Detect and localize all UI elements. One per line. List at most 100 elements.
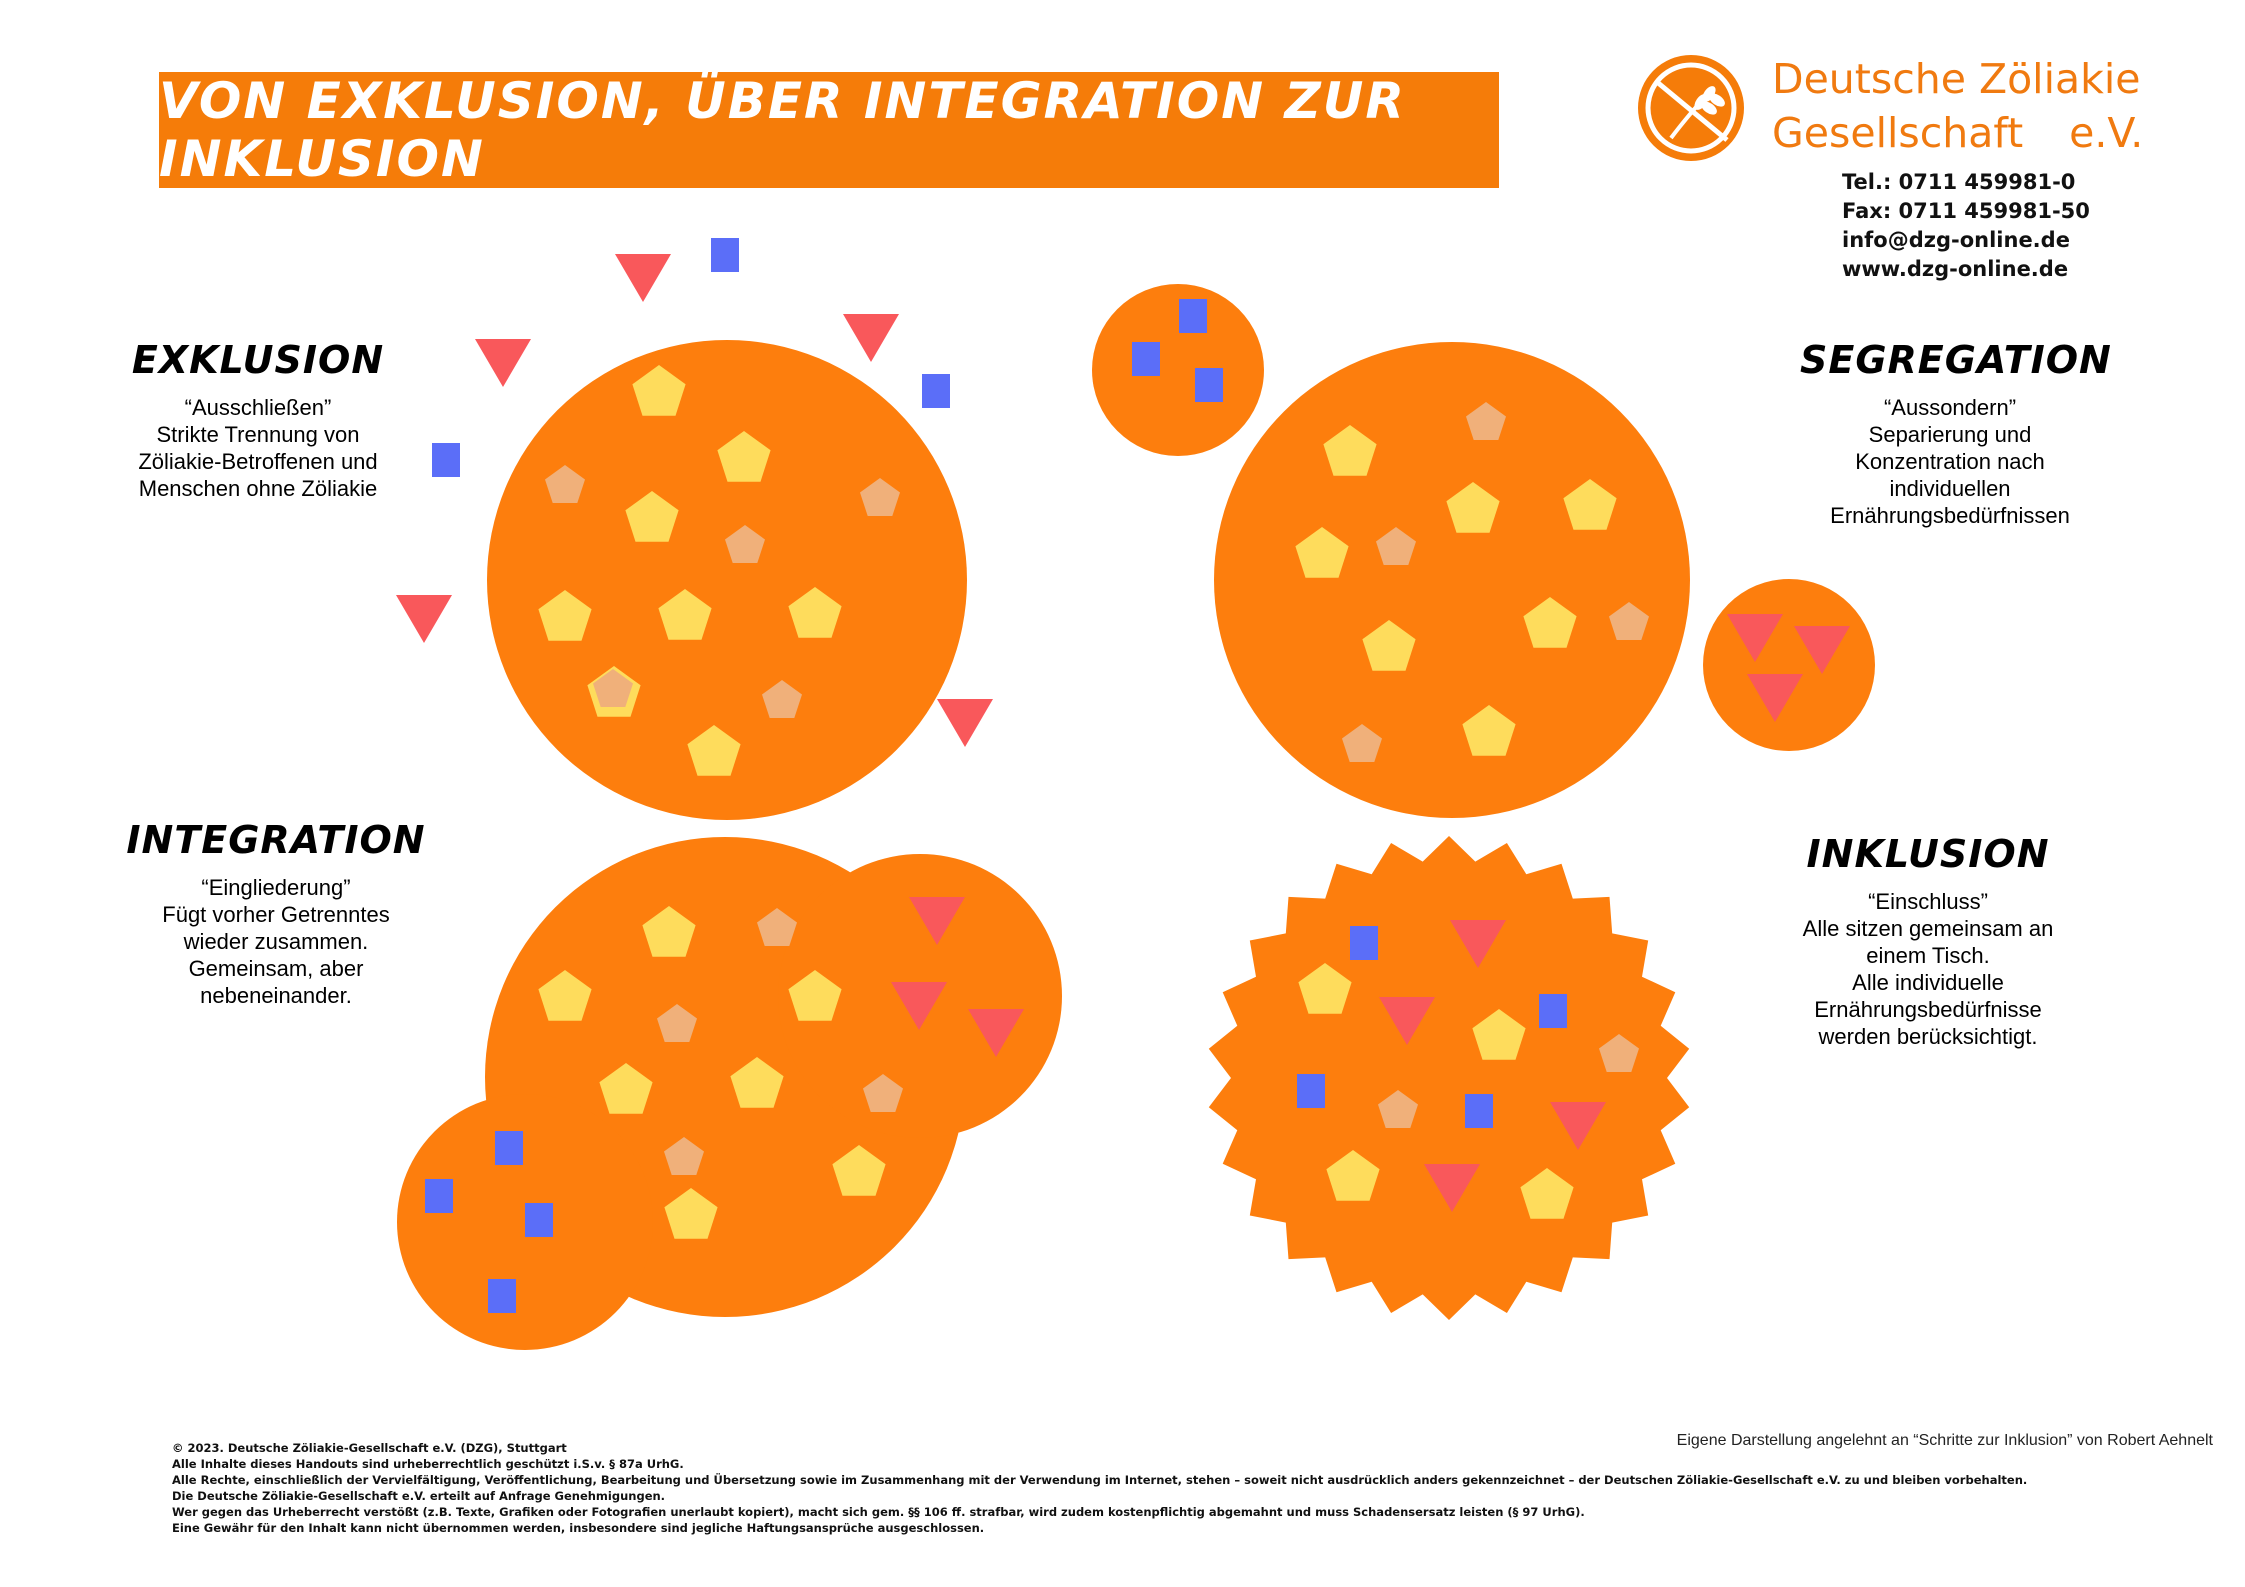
red-triangle: [1424, 1164, 1480, 1212]
red-triangle: [1727, 614, 1783, 662]
blue-square: [1132, 342, 1160, 376]
blue-square: [1297, 1074, 1325, 1108]
contact-website[interactable]: www.dzg-online.de: [1842, 257, 2069, 281]
yellow-pentagon: [625, 491, 679, 542]
blue-square: [432, 443, 460, 477]
yellow-pentagon: [788, 587, 842, 638]
yellow-pentagon: [1472, 1009, 1526, 1060]
stage-text-line: “Einschluss”: [1868, 889, 1988, 914]
inclusion-scalloped-circle: [1208, 836, 1690, 1320]
yellow-pentagon: [730, 1057, 784, 1108]
stage-heading-inklusion: INKLUSION: [1806, 832, 2050, 876]
yellow-pentagon: [788, 970, 842, 1021]
blue-square: [495, 1131, 523, 1165]
blue-square: [488, 1279, 516, 1313]
stage-text-line: Fügt vorher Getrenntes: [162, 902, 390, 927]
stage-text-line: werden berücksichtigt.: [1818, 1024, 2038, 1049]
light-pentagon: [1378, 1090, 1418, 1128]
yellow-pentagon: [1563, 479, 1617, 530]
yellow-pentagon: [538, 970, 592, 1021]
light-pentagon: [657, 1004, 697, 1042]
stage-heading-integration: INTEGRATION: [126, 818, 426, 862]
yellow-pentagon: [1326, 1150, 1380, 1201]
stage-text-line: Zöliakie-Betroffenen und: [138, 449, 378, 474]
stage-segregation: SEGREGATION “Aussondern” Separierung und…: [1800, 338, 2112, 529]
light-pentagon: [762, 680, 802, 718]
stage-text-line: einem Tisch.: [1866, 943, 1990, 968]
contact-fax: Fax: 0711 459981-50: [1842, 199, 2090, 223]
stage-text-line: Ernährungsbedürfnisse: [1814, 997, 2042, 1022]
stage-text-segregation: “Aussondern” Separierung und Konzentrati…: [1800, 394, 2100, 529]
yellow-pentagon: [1298, 963, 1352, 1014]
yellow-pentagon: [1520, 1168, 1574, 1219]
yellow-pentagon: [1362, 620, 1416, 671]
segregation-small-circle-squares: [1092, 284, 1264, 456]
red-triangle: [937, 699, 993, 747]
red-triangle: [843, 314, 899, 362]
light-pentagon: [1342, 724, 1382, 762]
light-pentagon: [757, 908, 797, 946]
red-triangle: [891, 982, 947, 1030]
contact-block: Tel.: 0711 459981-0 Fax: 0711 459981-50 …: [1842, 168, 2090, 284]
stage-integration: INTEGRATION “Eingliederung” Fügt vorher …: [126, 818, 426, 1009]
footer-line: Alle Inhalte dieses Handouts sind urhebe…: [172, 1457, 684, 1471]
stage-text-inklusion: “Einschluss” Alle sitzen gemeinsam an ei…: [1768, 888, 2088, 1050]
stage-text-line: Gemeinsam, aber: [188, 956, 364, 981]
blue-square: [922, 374, 950, 408]
red-triangle: [1747, 674, 1803, 722]
yellow-pentagon: [687, 725, 741, 776]
light-pentagon: [725, 525, 765, 563]
yellow-pentagon: [1295, 527, 1349, 578]
yellow-pentagon: [1523, 597, 1577, 648]
footer-line: Eine Gewähr für den Inhalt kann nicht üb…: [172, 1521, 985, 1535]
stage-text-exklusion: “Ausschließen” Strikte Trennung von Zöli…: [108, 394, 408, 502]
stage-text-integration: “Eingliederung” Fügt vorher Getrenntes w…: [126, 874, 426, 1009]
yellow-pentagon: [632, 365, 686, 416]
red-triangle: [909, 897, 965, 945]
stage-text-line: “Aussondern”: [1883, 395, 2017, 420]
stage-exklusion: EXKLUSION “Ausschließen” Strikte Trennun…: [108, 338, 408, 502]
footer-line: © 2023. Deutsche Zöliakie-Gesellschaft e…: [172, 1441, 567, 1455]
yellow-pentagon: [658, 589, 712, 640]
stage-text-line: Alle sitzen gemeinsam an: [1802, 916, 2054, 941]
stage-text-line: Ernährungsbedürfnissen: [1830, 503, 2070, 528]
contact-email[interactable]: info@dzg-online.de: [1842, 228, 2070, 252]
yellow-pentagon: [1462, 705, 1516, 756]
yellow-pentagon: [599, 1063, 653, 1114]
light-pentagon: [545, 465, 585, 503]
copyright-footer: © 2023. Deutsche Zöliakie-Gesellschaft e…: [172, 1440, 2027, 1536]
stage-text-line: “Eingliederung”: [201, 875, 351, 900]
contact-phone: Tel.: 0711 459981-0: [1842, 170, 2076, 194]
stage-text-line: Alle individuelle: [1852, 970, 2004, 995]
light-pentagon: [1599, 1034, 1639, 1072]
blue-square: [525, 1203, 553, 1237]
blue-square: [1195, 368, 1223, 402]
stage-text-line: “Ausschließen”: [184, 395, 332, 420]
gluten-free-wheat-logo-icon: [1638, 55, 1744, 161]
light-pentagon: [593, 669, 633, 707]
yellow-pentagon: [1323, 425, 1377, 476]
yellow-pentagon: [1446, 482, 1500, 533]
red-triangle: [475, 339, 531, 387]
organization-name-line2: Gesellschaft: [1772, 109, 2024, 157]
footer-line: Die Deutsche Zöliakie-Gesellschaft e.V. …: [172, 1489, 666, 1503]
stage-text-line: Konzentration nach: [1855, 449, 2045, 474]
red-triangle: [615, 254, 671, 302]
red-triangle: [1379, 997, 1435, 1045]
source-note: Eigene Darstellung angelehnt an “Schritt…: [1676, 1432, 2213, 1449]
stage-text-line: Strikte Trennung von: [156, 422, 360, 447]
blue-square: [1465, 1094, 1493, 1128]
title-banner: VON EXKLUSION, ÜBER INTEGRATION ZUR INKL…: [159, 72, 1499, 188]
page-title: VON EXKLUSION, ÜBER INTEGRATION ZUR INKL…: [159, 72, 1406, 188]
footer-line: Wer gegen das Urheberrecht verstößt (z.B…: [172, 1505, 1585, 1519]
red-triangle: [1550, 1102, 1606, 1150]
blue-square: [1179, 299, 1207, 333]
segregation-main-circle: [1214, 342, 1690, 818]
yellow-pentagon: [642, 906, 696, 957]
organization-suffix: e.V.: [2069, 109, 2144, 157]
stage-text-line: nebeneinander.: [200, 983, 352, 1008]
light-pentagon: [1466, 402, 1506, 440]
light-pentagon: [863, 1074, 903, 1112]
stage-heading-segregation: SEGREGATION: [1800, 338, 2112, 382]
